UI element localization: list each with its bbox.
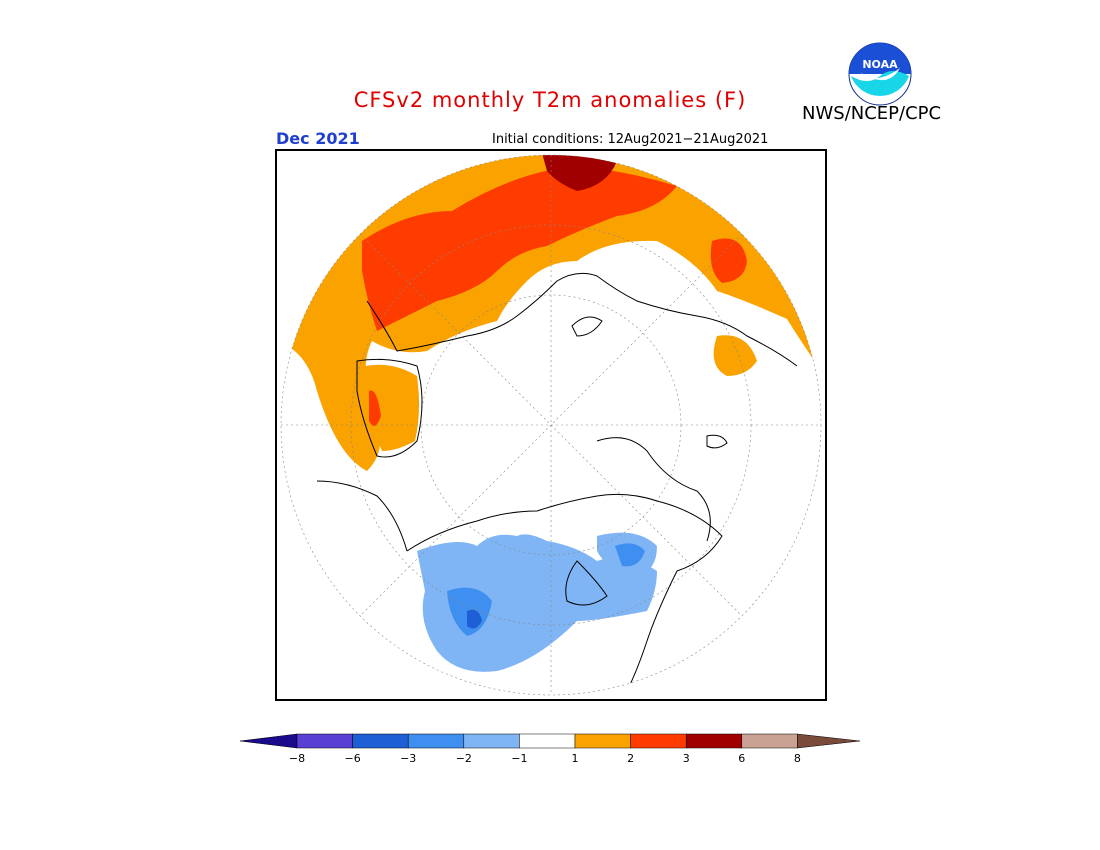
legend-bin-1-2	[574, 733, 631, 749]
legend-bin-neg6-neg3	[352, 733, 409, 749]
legend-tick-label: −3	[400, 752, 417, 765]
agency-label: NWS/NCEP/CPC	[802, 103, 942, 124]
coastline-iceland	[706, 434, 728, 449]
anomaly-map-svg	[280, 154, 822, 696]
warm-pocket-east	[710, 238, 747, 283]
legend-bin-2-3	[630, 733, 687, 749]
legend-tick-label: −8	[288, 752, 306, 765]
legend-bin-neg1-1	[519, 733, 576, 749]
legend-below-min	[240, 733, 298, 749]
cold-region-labrador	[615, 543, 645, 567]
chart-title: CFSv2 monthly T2m anomalies (F)	[353, 88, 747, 112]
warm-region-greenland	[365, 364, 420, 451]
forecast-month: Dec 2021	[276, 129, 360, 148]
warm-region-russia	[395, 184, 607, 311]
color-legend	[240, 733, 860, 749]
warm-region-siberia-strong	[362, 166, 677, 331]
legend-bin-neg3-neg2	[407, 733, 465, 749]
coastline-greenland	[356, 358, 423, 458]
legend-tick-label: 8	[793, 752, 801, 765]
legend-tick-label: 1	[571, 752, 579, 765]
initial-conditions: Initial conditions: 12Aug2021−21Aug2021	[492, 132, 769, 147]
legend-bin-neg8-neg6	[296, 733, 353, 749]
polar-map	[275, 149, 827, 701]
legend-above-max	[797, 733, 860, 749]
coastline-scandinavia	[596, 437, 711, 542]
warm-region-beringia	[713, 335, 757, 376]
coastline-north-america	[406, 493, 723, 692]
legend-tick-label: 3	[682, 752, 690, 765]
warm-streak-greenland	[369, 390, 381, 426]
hot-core-siberia	[542, 155, 617, 191]
legend-tick-label: −1	[511, 752, 528, 765]
noaa-logo: NOAA	[848, 42, 912, 106]
coastline-eurasia	[366, 272, 798, 367]
legend-tick-label: −2	[455, 752, 472, 765]
coastline-novaya-zemlya	[571, 316, 603, 337]
legend-bin-neg2-neg1	[463, 733, 520, 749]
legend-bin-6-8	[741, 733, 798, 749]
legend-tick-label: −6	[344, 752, 361, 765]
legend-tick-label: 2	[627, 752, 635, 765]
svg-text:NOAA: NOAA	[862, 58, 898, 71]
cold-core	[467, 609, 482, 629]
coastline-hudson-bay	[565, 560, 608, 606]
legend-bin-3-6	[685, 733, 743, 749]
cold-region-north-america	[417, 534, 657, 672]
legend-tick-label: 6	[738, 752, 746, 765]
coastline-alaska	[316, 480, 408, 552]
